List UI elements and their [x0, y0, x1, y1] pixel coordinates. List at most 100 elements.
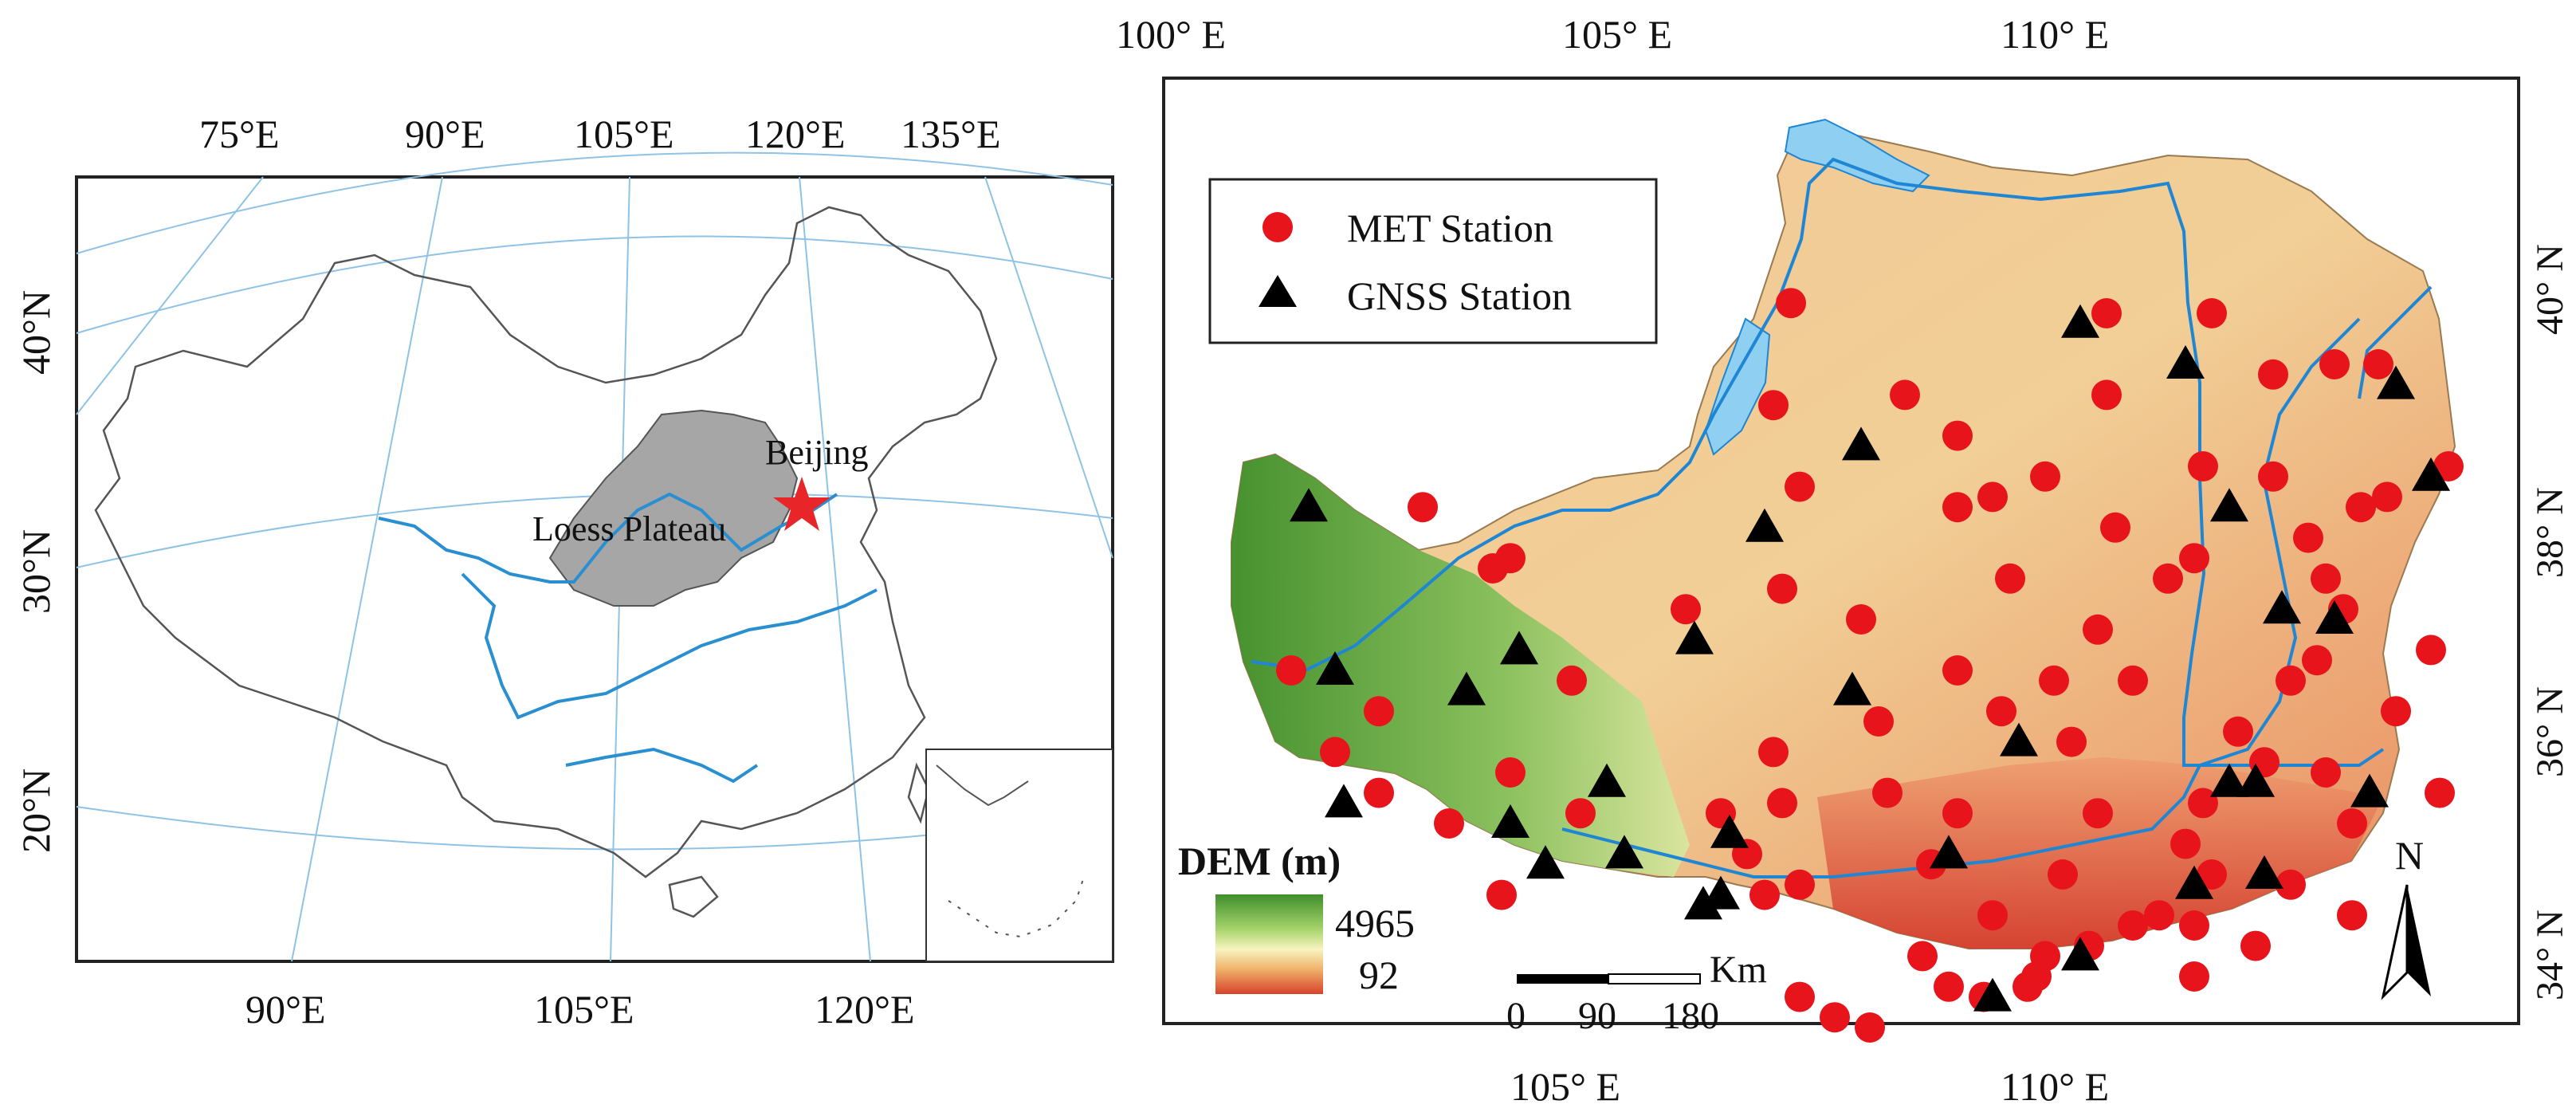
met-station-14 [1758, 737, 1789, 768]
met-station-37 [1942, 655, 1973, 686]
met-station-81 [2319, 349, 2350, 379]
hainan-island [668, 875, 719, 918]
met-station-57 [1942, 798, 1973, 829]
left-bottom-tick-120: 120°E [815, 987, 915, 1032]
taiwan-island [907, 762, 930, 824]
gnss-station-27 [2377, 365, 2415, 399]
left-tick-30n: 30°N [14, 529, 58, 614]
met-station-7 [1434, 808, 1464, 839]
met-station-17 [1785, 869, 1815, 900]
met-station-32 [1977, 481, 2008, 513]
north-arrow: N [2381, 833, 2431, 1000]
gnss-station-18 [2166, 345, 2205, 379]
gnss-station-21 [2315, 600, 2354, 634]
met-stations [1276, 288, 2464, 1043]
gnss-station-19 [2210, 488, 2248, 522]
right-tick-40n: 40° N [2529, 244, 2571, 335]
met-station-64 [2197, 859, 2227, 890]
legend-gnss-label: GNSS Station [1347, 273, 1572, 318]
met-station-35 [2039, 665, 2069, 696]
met-station-67 [2302, 645, 2332, 676]
gnss-station-26 [2350, 773, 2389, 808]
met-station-71 [2179, 910, 2209, 941]
dem-legend: DEM (m) 4965 92 [1178, 839, 1415, 997]
gnss-station-7 [1605, 835, 1643, 869]
scale-tick-180: 180 [1662, 995, 1719, 1037]
met-station-48 [2048, 859, 2078, 890]
gnss-station-3 [1447, 671, 1486, 705]
hetao-water [1784, 118, 1930, 193]
legend-box [1208, 178, 1658, 344]
legend-gnss-symbol [1259, 275, 1297, 307]
met-station-59 [2118, 910, 2148, 941]
met-station-88 [2188, 451, 2218, 481]
right-tick-34n: 34° N [2529, 910, 2571, 1000]
met-station-83 [2433, 451, 2464, 481]
met-station-25 [1846, 604, 1876, 635]
sanggan-river [2358, 285, 2433, 399]
met-station-41 [2100, 512, 2130, 543]
scale-tick-90: 90 [1578, 995, 1616, 1037]
met-station-3 [1276, 655, 1306, 686]
right-bottom-tick-110: 110° E [2001, 1064, 2109, 1109]
west-lake [1704, 317, 1771, 456]
met-station-36 [1986, 696, 2016, 727]
dem-colorbar [1215, 894, 1323, 994]
met-station-21 [1820, 1002, 1850, 1033]
gnss-station-13 [1745, 508, 1784, 542]
scale-bar: Km 0 90 180 [1506, 949, 1767, 1037]
beijing-star [773, 477, 831, 531]
gnss-station-12 [1842, 426, 1880, 461]
left-bottom-tick-105: 105°E [534, 987, 634, 1032]
met-station-44 [2179, 543, 2209, 574]
gnss-station-10 [1702, 875, 1740, 910]
inset-coast [936, 764, 1029, 807]
yellow-river-main [1251, 157, 2385, 767]
south-china-sea-inset [925, 749, 1113, 962]
fen-river [2199, 317, 2361, 767]
met-station-9 [1495, 757, 1526, 788]
met-station-82 [2363, 349, 2393, 379]
met-station-31 [1942, 492, 1973, 523]
met-station-76 [2293, 522, 2323, 553]
met-station-15 [1767, 788, 1797, 819]
wei-river [1561, 764, 2201, 878]
left-map: Beijing Loess Plateau 75°E 90°E 105°E 12… [14, 112, 1114, 1032]
gnss-station-22 [2210, 763, 2248, 797]
met-station-74 [2258, 359, 2288, 390]
met-station-53 [1934, 971, 1964, 1002]
gnss-station-14 [1675, 620, 1714, 654]
met-station-75 [2258, 461, 2288, 492]
gnss-station-29 [2061, 937, 2099, 971]
met-station-72 [2240, 930, 2271, 961]
right-rivers [1251, 157, 2433, 878]
gnss-station-11 [1833, 671, 1871, 705]
met-station-69 [2337, 808, 2367, 839]
graticule-lat-50 [76, 151, 1113, 254]
left-side-ticks: 40°N 30°N 20°N [14, 290, 58, 853]
met-station-73 [2179, 961, 2209, 992]
dem-max-label: 4965 [1335, 901, 1415, 945]
met-station-23 [1863, 706, 1894, 737]
met-station-10 [1557, 665, 1587, 696]
met-station-84 [2416, 635, 2446, 666]
yellow-river [378, 492, 838, 584]
scale-bar-white [1608, 973, 1701, 984]
right-top-ticks: 100° E 105° E 110° E [1116, 12, 2109, 57]
dem-title: DEM (m) [1178, 839, 1341, 883]
graticule-lat-30 [76, 492, 1113, 568]
met-station-6 [1364, 777, 1394, 808]
rivers [378, 492, 878, 784]
scale-bar-black [1517, 974, 1608, 984]
gnss-station-28 [2412, 457, 2450, 491]
right-tick-36n: 36° N [2529, 686, 2571, 777]
scale-unit: Km [1710, 949, 1767, 991]
dem-min-label: 92 [1359, 953, 1399, 997]
met-station-28 [1785, 471, 1815, 502]
met-station-13 [1767, 573, 1797, 604]
met-station-43 [2153, 563, 2183, 594]
gnss-station-25 [2245, 855, 2283, 889]
left-bottom-ticks: 90°E 105°E 120°E [245, 987, 915, 1032]
right-tick-38n: 38° N [2529, 487, 2571, 578]
